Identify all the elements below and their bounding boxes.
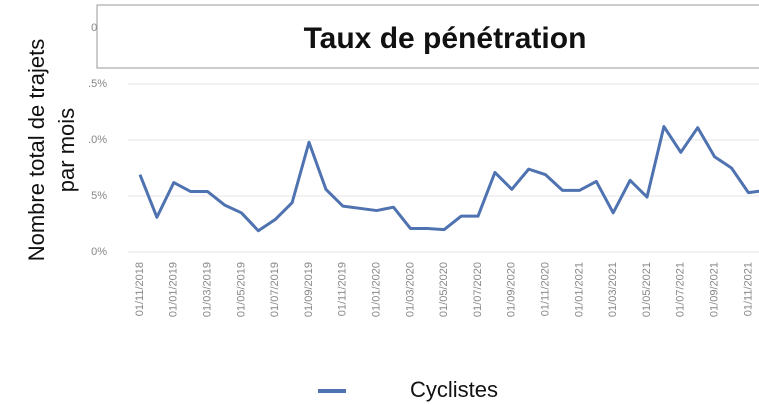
x-tick-label: 01/07/2019	[269, 262, 281, 317]
x-tick-label: 01/11/2019	[337, 262, 349, 316]
chart-title: Taux de pénétration	[304, 22, 587, 55]
y-tick-label: 0%	[91, 246, 107, 258]
x-tick-label: 01/09/2021	[709, 262, 721, 317]
x-tick-label: 01/05/2019	[235, 262, 247, 317]
legend-label: Cyclistes	[410, 377, 498, 402]
x-tick-label: 01/07/2021	[675, 262, 687, 317]
x-tick-label: 01/05/2020	[438, 262, 450, 317]
title-box	[96, 4, 759, 69]
x-tick-label: 01/05/2021	[641, 262, 653, 317]
x-tick-label: 01/01/2019	[168, 262, 180, 317]
x-tick-label: 01/03/2020	[404, 262, 416, 317]
x-tick-label: 01/09/2020	[506, 262, 518, 317]
y-tick-label: .0%	[88, 134, 107, 146]
y-axis-title: par mois	[54, 108, 79, 192]
x-tick-label: 01/11/2020	[540, 262, 552, 316]
y-axis-title: Nombre total de trajets	[24, 39, 49, 262]
x-tick-label: 01/03/2021	[607, 262, 619, 317]
x-tick-label: 01/09/2019	[303, 262, 315, 317]
x-tick-label: 01/01/2021	[573, 262, 585, 317]
x-tick-label: 01/07/2020	[472, 262, 484, 317]
x-tick-label: 01/03/2019	[202, 262, 214, 317]
x-tick-label: 01/01/2020	[371, 262, 383, 317]
x-tick-label: 01/11/2021	[742, 262, 754, 316]
data-line	[138, 125, 759, 233]
y-tick-label: 5%	[91, 190, 107, 202]
x-tick-label: 01/11/2018	[134, 262, 146, 316]
y-tick-label: .5%	[88, 78, 107, 90]
